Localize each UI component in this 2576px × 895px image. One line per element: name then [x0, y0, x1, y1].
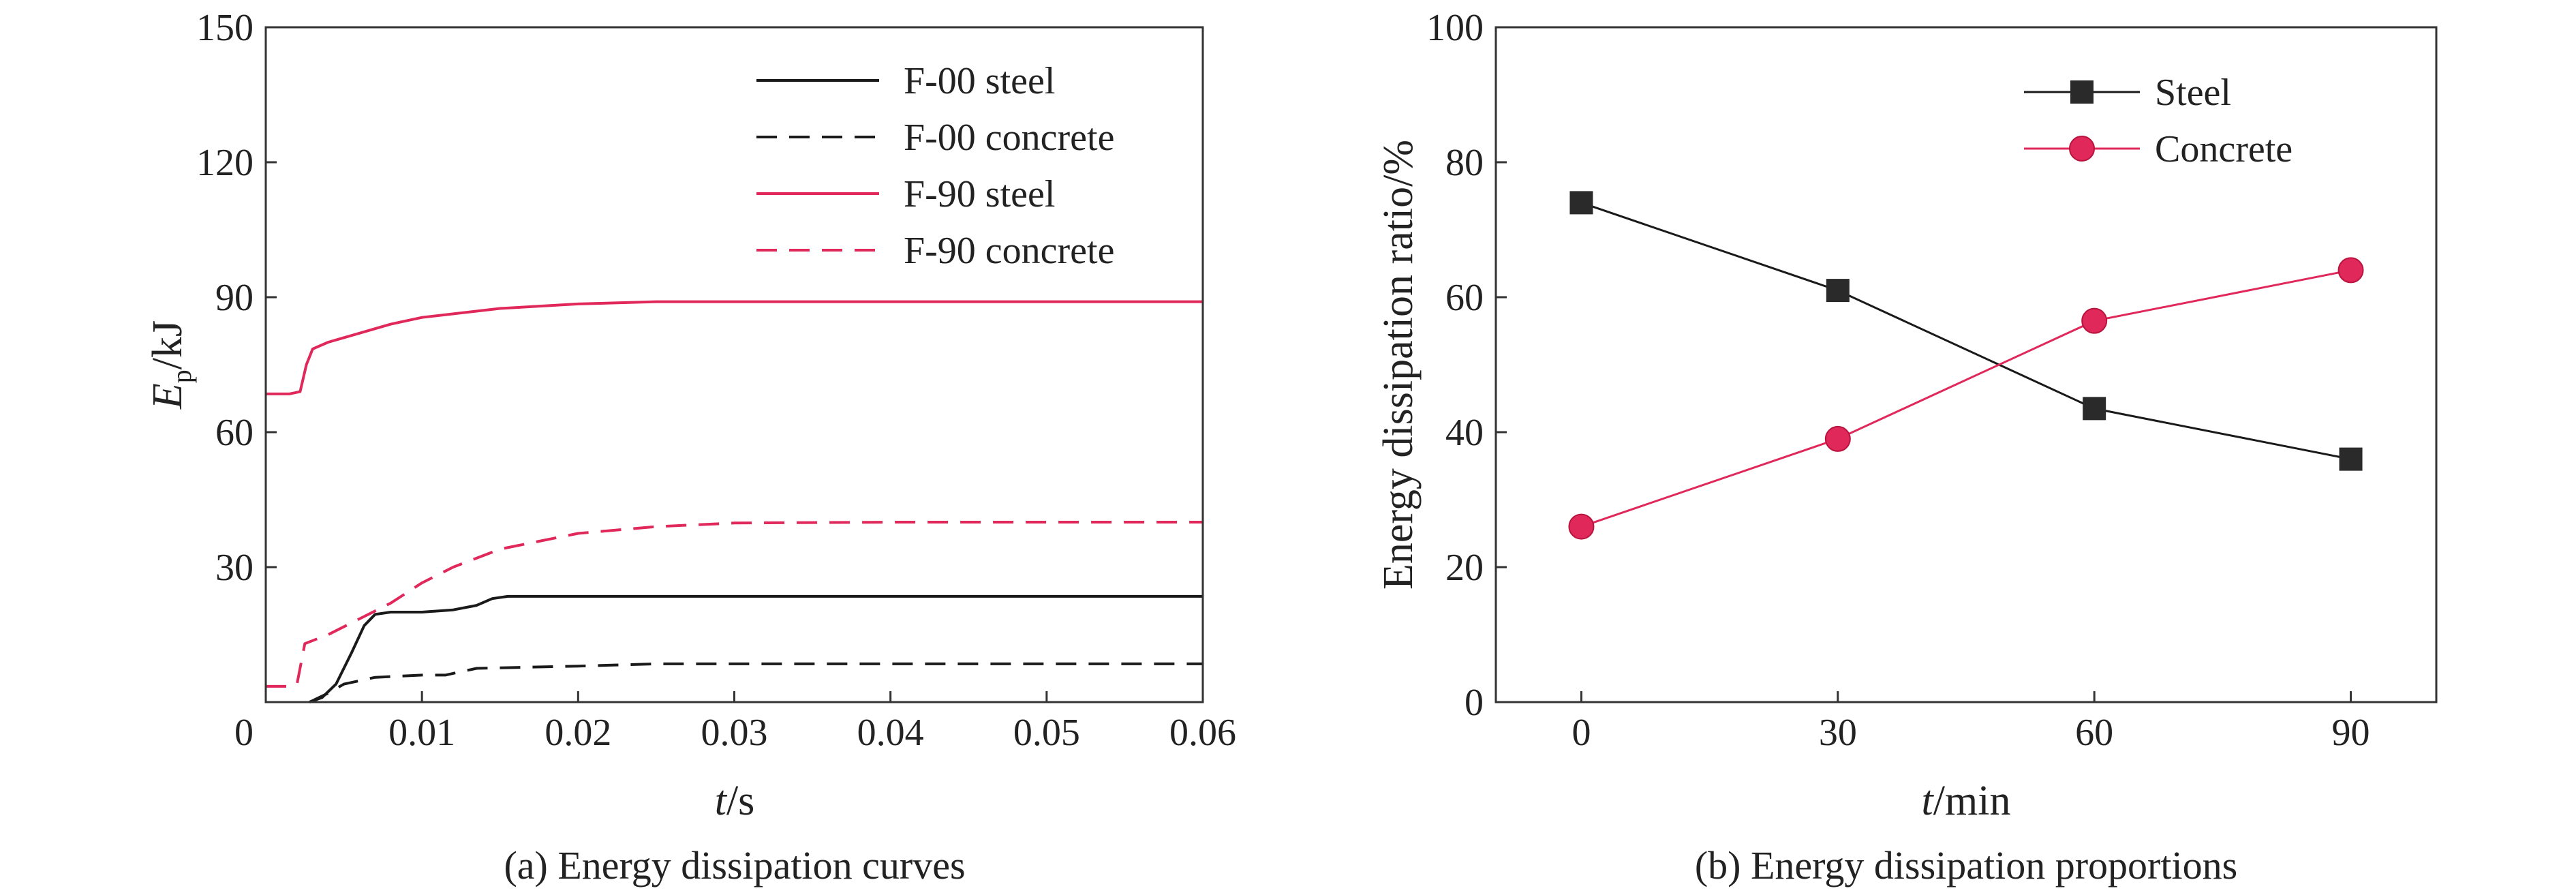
panel-a-caption: (a) Energy dissipation curves: [504, 843, 965, 888]
series-f-90-steel-line: [266, 300, 1203, 395]
panel-a-x-tick-label: 0.06: [1169, 712, 1236, 754]
panel-a-x-tick-label: 0.05: [1013, 712, 1080, 754]
series-concrete-point: [1824, 425, 1851, 452]
panel-b-y-tick-label: 20: [1445, 547, 1484, 589]
panel-a-series-group: [266, 300, 1203, 703]
panel-a-x-tick-label: 0.01: [388, 712, 455, 754]
panel-b-x-label-unit: /min: [1933, 778, 2011, 824]
series-steel-point: [1569, 191, 1593, 215]
series-steel-point: [1826, 279, 1850, 303]
legend-steel-marker: [2070, 80, 2094, 104]
panel-b-legend: Steel Concrete: [2024, 72, 2293, 170]
panel-b-y-axis-label: Energy dissipation ratio/%: [1375, 140, 1422, 590]
legend-steel-label: Steel: [2155, 72, 2231, 114]
panel-a-y-label-sub: p: [166, 369, 197, 383]
legend-concrete-marker: [2069, 136, 2095, 162]
series-steel-point: [2083, 397, 2106, 421]
panel-b-y-tick-label: 60: [1445, 277, 1484, 319]
panel-a-x-axis-label: t/s: [715, 778, 755, 824]
series-steel-line: [1581, 201, 2351, 461]
series-f-00-steel-line: [309, 594, 1203, 703]
panel-a-y-tick-label: 30: [215, 547, 254, 589]
panel-a-y-axis-label: Ep/kJ: [144, 320, 197, 410]
panel-b-x-tick-label: 0: [1571, 712, 1591, 754]
series-concrete-point: [2337, 257, 2364, 284]
panel-b-y-tick-label: 100: [1426, 7, 1484, 49]
panel-b-series-group: [1568, 191, 2364, 540]
panel-b-x-tick-label: 90: [2332, 712, 2370, 754]
panel-a-y-label-main: E: [144, 383, 191, 410]
legend-f-00-concrete-label: F-00 concrete: [904, 117, 1114, 159]
legend-f-00-steel-label: F-00 steel: [904, 60, 1055, 102]
legend-concrete-label: Concrete: [2155, 128, 2293, 170]
panel-b-x-tick-label: 60: [2075, 712, 2113, 754]
panel-a-origin-x-label: 0: [234, 712, 254, 754]
panel-b-energy-dissipation-proportions: 0 30 60 90 0 20 40 60 80 100 Energy dissipation r…: [1375, 7, 2438, 888]
panel-a-x-tick-label: 0.02: [545, 712, 611, 754]
series-concrete-point: [2081, 307, 2108, 334]
panel-b-plot-frame: [1494, 26, 2438, 703]
panel-a-x-label-unit: /s: [726, 778, 754, 824]
legend-f-90-steel-label: F-90 steel: [904, 173, 1055, 215]
panel-a-y-tick-label: 90: [215, 277, 254, 319]
panel-a-x-label-var: t: [715, 778, 728, 824]
panel-a-y-tick-label: 60: [215, 412, 254, 454]
series-concrete-point: [1568, 513, 1595, 540]
panel-a-y-tick-label: 150: [196, 7, 254, 49]
series-steel-point: [2339, 447, 2363, 471]
panel-b-y-tick-label: 0: [1465, 682, 1484, 724]
panel-b-ticks: 0 30 60 90 0 20 40 60 80 100: [1426, 7, 2370, 754]
panel-a-x-tick-label: 0.03: [701, 712, 768, 754]
series-f-90-concrete-line: [266, 521, 1203, 688]
legend-f-90-concrete-label: F-90 concrete: [904, 230, 1114, 272]
panel-a-ticks: 0.01 0.02 0.03 0.04 0.05 0.06 30 60 90 120 150: [196, 7, 1236, 754]
panel-b-y-tick-label: 80: [1445, 142, 1484, 184]
panel-b-x-tick-label: 30: [1819, 712, 1857, 754]
panel-b-x-label-var: t: [1922, 778, 1935, 824]
panel-a-y-tick-label: 120: [196, 142, 254, 184]
panel-a-x-tick-label: 0.04: [857, 712, 924, 754]
series-f-00-concrete-line: [309, 662, 1203, 703]
panel-a-y-label-unit: /kJ: [144, 320, 191, 369]
panel-b-x-axis-label: t/min: [1922, 778, 2011, 824]
panel-a-legend: F-00 steel F-00 concrete F-90 steel F-90 co…: [756, 60, 1114, 272]
series-concrete-line: [1581, 269, 2351, 528]
panel-b-y-tick-label: 40: [1445, 412, 1484, 454]
panel-a-energy-dissipation-curves: 0.01 0.02 0.03 0.04 0.05 0.06 30 60 90 120 150 0 E…: [144, 7, 1236, 888]
panel-b-caption: (b) Energy dissipation proportions: [1695, 843, 2237, 888]
